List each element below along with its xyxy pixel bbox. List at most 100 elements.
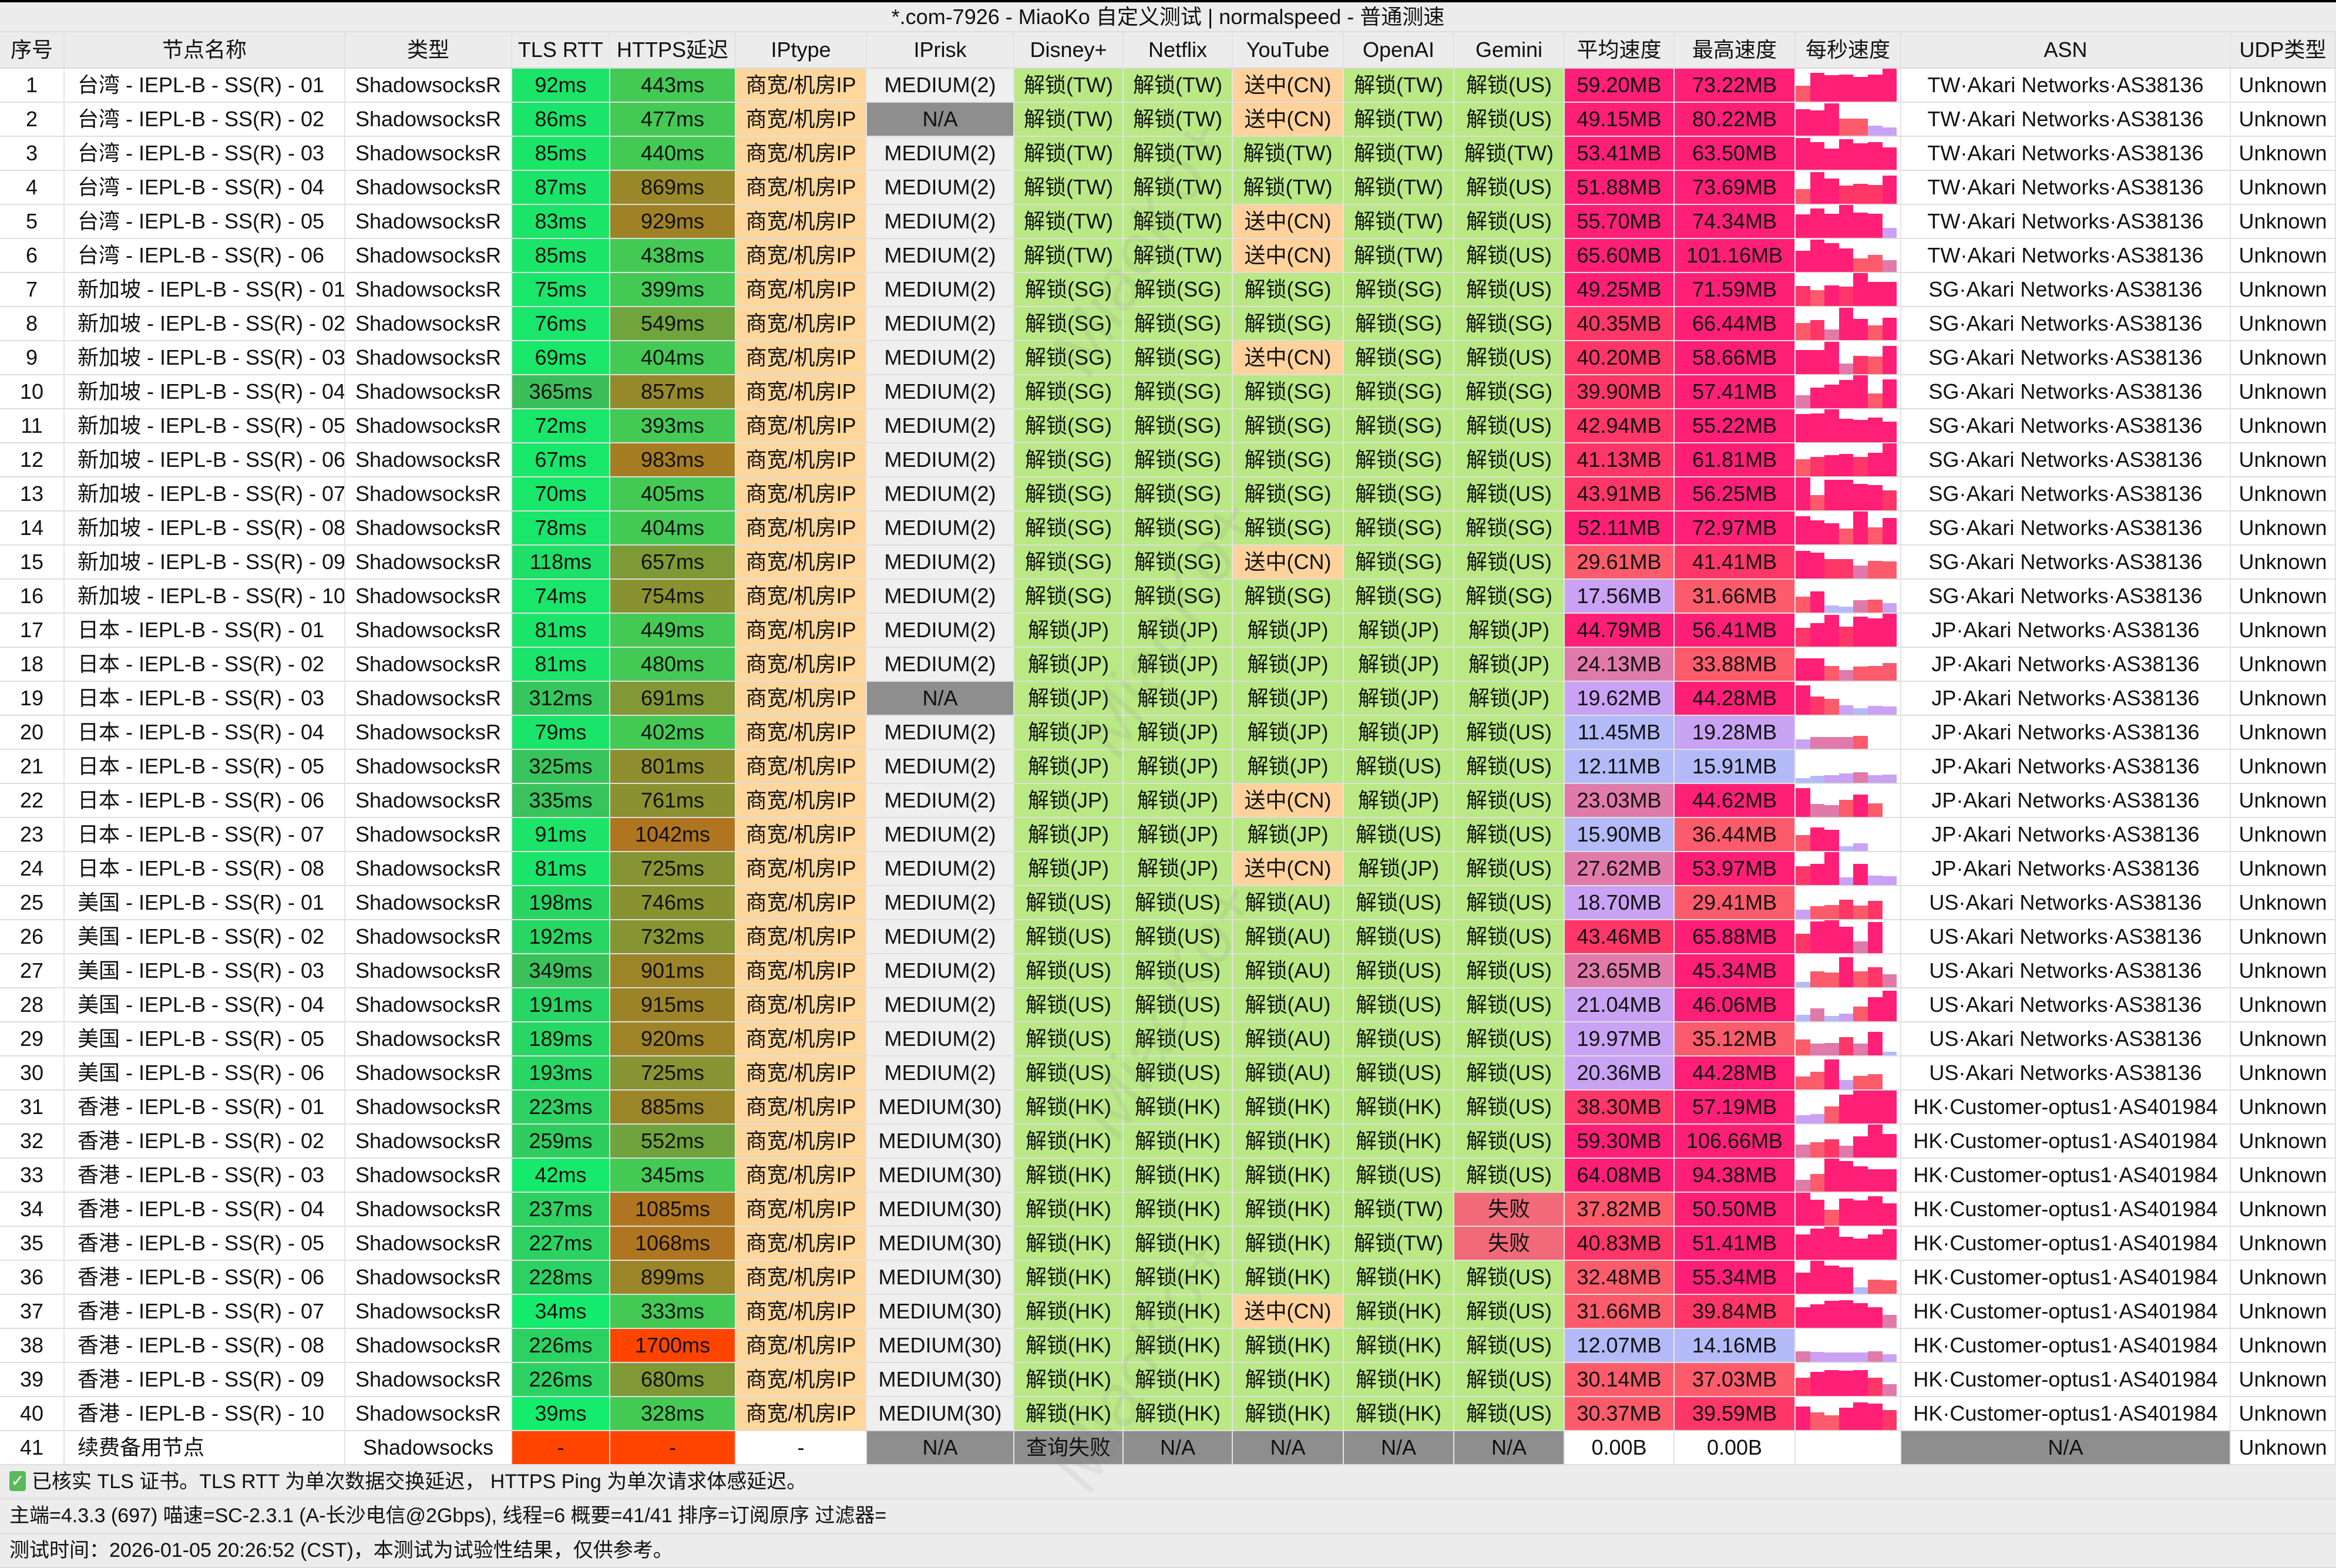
netflix-status: 解锁(SG) — [1124, 375, 1233, 409]
column-header[interactable]: Netflix — [1124, 32, 1233, 69]
protocol-type: ShadowsocksR — [345, 546, 512, 580]
table-row[interactable]: 20 日本 - IEPL-B - SS(R) - 04 ShadowsocksR 79… — [0, 716, 2336, 750]
column-header[interactable]: ASN — [1901, 32, 2231, 69]
speed-bar — [1853, 273, 1868, 306]
table-row[interactable]: 31 香港 - IEPL-B - SS(R) - 01 ShadowsocksR 22… — [0, 1091, 2336, 1125]
table-row[interactable]: 14 新加坡 - IEPL-B - SS(R) - 08 ShadowsocksR 7… — [0, 512, 2336, 546]
column-header[interactable]: 序号 — [0, 32, 65, 69]
avg-speed: 55.70MB — [1565, 205, 1675, 239]
ip-type: 商宽/机房IP — [736, 886, 867, 920]
table-row[interactable]: 38 香港 - IEPL-B - SS(R) - 08 ShadowsocksR 22… — [0, 1329, 2336, 1363]
table-row[interactable]: 10 新加坡 - IEPL-B - SS(R) - 04 ShadowsocksR 3… — [0, 375, 2336, 409]
table-row[interactable]: 16 新加坡 - IEPL-B - SS(R) - 10 ShadowsocksR 7… — [0, 580, 2336, 614]
speed-bar — [1824, 341, 1839, 374]
table-row[interactable]: 27 美国 - IEPL-B - SS(R) - 03 ShadowsocksR 34… — [0, 954, 2336, 988]
node-name: 美国 - IEPL-B - SS(R) - 03 — [65, 954, 345, 988]
openai-status: 解锁(US) — [1344, 954, 1454, 988]
table-row[interactable]: 36 香港 - IEPL-B - SS(R) - 06 ShadowsocksR 22… — [0, 1261, 2336, 1295]
ip-risk: MEDIUM(2) — [867, 716, 1014, 750]
disney-status: 解锁(TW) — [1014, 171, 1124, 205]
table-row[interactable]: 23 日本 - IEPL-B - SS(R) - 07 ShadowsocksR 91… — [0, 818, 2336, 852]
table-row[interactable]: 17 日本 - IEPL-B - SS(R) - 01 ShadowsocksR 81… — [0, 614, 2336, 648]
table-row[interactable]: 37 香港 - IEPL-B - SS(R) - 07 ShadowsocksR 34… — [0, 1295, 2336, 1329]
openai-status: 解锁(SG) — [1344, 307, 1454, 341]
table-row[interactable]: 18 日本 - IEPL-B - SS(R) - 02 ShadowsocksR 81… — [0, 648, 2336, 682]
speed-bar — [1853, 772, 1868, 783]
https-latency: 1068ms — [610, 1227, 736, 1261]
table-row[interactable]: 30 美国 - IEPL-B - SS(R) - 06 ShadowsocksR 19… — [0, 1056, 2336, 1091]
max-speed: 56.25MB — [1675, 477, 1796, 512]
table-row[interactable]: 8 新加坡 - IEPL-B - SS(R) - 02 ShadowsocksR 76… — [0, 307, 2336, 341]
table-row[interactable]: 7 新加坡 - IEPL-B - SS(R) - 01 ShadowsocksR 75… — [0, 273, 2336, 307]
max-speed: 33.88MB — [1675, 648, 1796, 682]
column-header[interactable]: YouTube — [1233, 32, 1344, 69]
column-header[interactable]: Gemini — [1454, 32, 1565, 69]
column-header[interactable]: HTTPS延迟 — [610, 32, 736, 69]
table-row[interactable]: 28 美国 - IEPL-B - SS(R) - 04 ShadowsocksR 19… — [0, 988, 2336, 1022]
row-index: 2 — [0, 103, 65, 137]
table-row[interactable]: 29 美国 - IEPL-B - SS(R) - 05 ShadowsocksR 18… — [0, 1022, 2336, 1056]
ip-type: 商宽/机房IP — [736, 920, 867, 954]
table-row[interactable]: 33 香港 - IEPL-B - SS(R) - 03 ShadowsocksR 42… — [0, 1159, 2336, 1193]
asn: TW·Akari Networks·AS38136 — [1901, 69, 2231, 103]
column-header[interactable]: UDP类型 — [2231, 32, 2336, 69]
asn: TW·Akari Networks·AS38136 — [1901, 103, 2231, 137]
ip-risk: MEDIUM(2) — [867, 886, 1014, 920]
udp-type: Unknown — [2231, 69, 2336, 103]
table-row[interactable]: 32 香港 - IEPL-B - SS(R) - 02 ShadowsocksR 25… — [0, 1125, 2336, 1159]
column-header[interactable]: 节点名称 — [65, 32, 345, 69]
column-header[interactable]: 平均速度 — [1565, 32, 1675, 69]
ip-risk: MEDIUM(2) — [867, 1022, 1014, 1056]
table-row[interactable]: 5 台湾 - IEPL-B - SS(R) - 05 ShadowsocksR 83m… — [0, 205, 2336, 239]
row-index: 1 — [0, 69, 65, 103]
column-header[interactable]: Disney+ — [1014, 32, 1124, 69]
table-row[interactable]: 26 美国 - IEPL-B - SS(R) - 02 ShadowsocksR 19… — [0, 920, 2336, 954]
table-row[interactable]: 41 续费备用节点 Shadowsocks - - - N/A 查询失败 N/A N/A N/A N/… — [0, 1431, 2336, 1465]
https-latency: 333ms — [610, 1295, 736, 1329]
column-header[interactable]: TLS RTT — [512, 32, 610, 69]
table-row[interactable]: 25 美国 - IEPL-B - SS(R) - 01 ShadowsocksR 19… — [0, 886, 2336, 920]
row-index: 40 — [0, 1397, 65, 1431]
disney-status: 解锁(SG) — [1014, 477, 1124, 512]
table-row[interactable]: 24 日本 - IEPL-B - SS(R) - 08 ShadowsocksR 81… — [0, 852, 2336, 886]
table-row[interactable]: 12 新加坡 - IEPL-B - SS(R) - 06 ShadowsocksR 6… — [0, 443, 2336, 477]
table-row[interactable]: 6 台湾 - IEPL-B - SS(R) - 06 ShadowsocksR 85m… — [0, 239, 2336, 273]
table-row[interactable]: 39 香港 - IEPL-B - SS(R) - 09 ShadowsocksR 22… — [0, 1363, 2336, 1397]
table-row[interactable]: 22 日本 - IEPL-B - SS(R) - 06 ShadowsocksR 33… — [0, 784, 2336, 818]
table-row[interactable]: 19 日本 - IEPL-B - SS(R) - 03 ShadowsocksR 31… — [0, 682, 2336, 716]
speed-bar — [1796, 189, 1810, 204]
speed-bar — [1796, 550, 1810, 578]
table-row[interactable]: 1 台湾 - IEPL-B - SS(R) - 01 ShadowsocksR 92m… — [0, 69, 2336, 103]
avg-speed: 51.88MB — [1565, 171, 1675, 205]
column-header[interactable]: OpenAI — [1344, 32, 1454, 69]
results-table: 1 台湾 - IEPL-B - SS(R) - 01 ShadowsocksR 92m… — [0, 69, 2336, 1465]
table-row[interactable]: 9 新加坡 - IEPL-B - SS(R) - 03 ShadowsocksR 69… — [0, 341, 2336, 375]
speed-bar — [1867, 1403, 1883, 1430]
table-row[interactable]: 35 香港 - IEPL-B - SS(R) - 05 ShadowsocksR 22… — [0, 1227, 2336, 1261]
speed-bar — [1882, 227, 1897, 238]
table-row[interactable]: 15 新加坡 - IEPL-B - SS(R) - 09 ShadowsocksR 1… — [0, 546, 2336, 580]
max-speed: 74.34MB — [1675, 205, 1796, 239]
column-header[interactable]: 每秒速度 — [1796, 32, 1901, 69]
table-row[interactable]: 3 台湾 - IEPL-B - SS(R) - 03 ShadowsocksR 85m… — [0, 137, 2336, 171]
udp-type: Unknown — [2231, 1091, 2336, 1125]
column-header[interactable]: IPrisk — [867, 32, 1014, 69]
gemini-status: 解锁(US) — [1454, 920, 1565, 954]
table-row[interactable]: 34 香港 - IEPL-B - SS(R) - 04 ShadowsocksR 23… — [0, 1193, 2336, 1227]
table-row[interactable]: 4 台湾 - IEPL-B - SS(R) - 04 ShadowsocksR 87m… — [0, 171, 2336, 205]
column-header[interactable]: IPtype — [736, 32, 867, 69]
table-row[interactable]: 11 新加坡 - IEPL-B - SS(R) - 05 ShadowsocksR 7… — [0, 409, 2336, 443]
table-row[interactable]: 40 香港 - IEPL-B - SS(R) - 10 ShadowsocksR 39… — [0, 1397, 2336, 1431]
column-header[interactable]: 最高速度 — [1675, 32, 1796, 69]
table-row[interactable]: 21 日本 - IEPL-B - SS(R) - 05 ShadowsocksR 32… — [0, 750, 2336, 784]
speed-bar — [1824, 103, 1839, 136]
ip-risk: MEDIUM(2) — [867, 580, 1014, 614]
table-row[interactable]: 2 台湾 - IEPL-B - SS(R) - 02 ShadowsocksR 86m… — [0, 103, 2336, 137]
column-header[interactable]: 类型 — [345, 32, 512, 69]
disney-status: 解锁(HK) — [1014, 1091, 1124, 1125]
speed-sparkline — [1796, 682, 1901, 716]
speed-bar — [1796, 1180, 1810, 1192]
row-index: 38 — [0, 1329, 65, 1363]
speed-bar — [1810, 736, 1825, 749]
table-row[interactable]: 13 新加坡 - IEPL-B - SS(R) - 07 ShadowsocksR 7… — [0, 477, 2336, 512]
